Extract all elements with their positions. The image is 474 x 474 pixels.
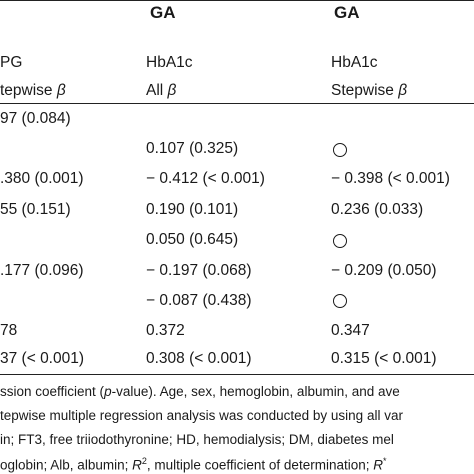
subheader-col0-line2: tepwise β — [0, 82, 66, 99]
row-9-col0: 37 (< 0.001) — [0, 350, 85, 367]
subheader-col1-line1: HbA1c — [146, 54, 193, 71]
footnote-line-1-b: -value). Age, sex, hemoglobin, albumin, … — [111, 384, 400, 399]
row-4-col0: 55 (0.151) — [0, 201, 71, 218]
footnote-line-1-p: p — [104, 384, 112, 399]
subheader-col0-line1: PG — [0, 54, 23, 71]
subheader-col2-line1: HbA1c — [331, 54, 378, 71]
row-4-col2: 0.236 (0.033) — [331, 201, 424, 218]
subheader-col2-line2: Stepwise β — [331, 82, 408, 99]
row-3-col0: .380 (0.001) — [0, 170, 84, 187]
row-8-col1: 0.372 — [146, 322, 185, 339]
subheader-rule — [0, 103, 474, 104]
footnote-line-4-sup: 2 — [141, 456, 147, 466]
row-3-col2: − 0.398 (< 0.001) — [331, 170, 450, 187]
row-3-col1: − 0.412 (< 0.001) — [146, 170, 265, 187]
footnote-line-4-b: , multiple coefficient of determination; — [146, 457, 374, 473]
footnote-line-4-r: R — [132, 457, 142, 473]
row-7-col1: − 0.087 (0.438) — [146, 292, 252, 309]
footnote-line-3: in; FT3, free triiodothyronine; HD, hemo… — [0, 432, 394, 447]
row-6-col1: − 0.197 (0.068) — [146, 262, 252, 279]
column-header-ga-hba1c-all: GA — [150, 3, 176, 22]
row-9-col1: 0.308 (< 0.001) — [146, 350, 252, 367]
table-bottom-rule — [0, 374, 474, 375]
footnote-line-4-sup2: * — [382, 456, 387, 466]
footnote-line-2: tepwise multiple regression analysis was… — [0, 408, 403, 423]
footnote-line-1: ssion coefficient (p-value). Age, sex, h… — [0, 384, 400, 399]
column-header-ga-hba1c-stepwise: GA — [334, 3, 360, 22]
row-1-col0: 97 (0.084) — [0, 110, 71, 127]
row-8-col2: 0.347 — [331, 322, 370, 339]
footnote-line-1-a: ssion coefficient ( — [0, 384, 105, 399]
subheader-col1-line2: All β — [146, 82, 177, 99]
row-4-col1: 0.190 (0.101) — [146, 201, 239, 218]
not-selected-circle-icon — [333, 294, 347, 308]
row-9-col2: 0.315 (< 0.001) — [331, 350, 437, 367]
row-6-col0: .177 (0.096) — [0, 262, 84, 279]
row-2-col1: 0.107 (0.325) — [146, 140, 239, 157]
footnote-line-4-r2: R — [373, 457, 383, 473]
not-selected-circle-icon — [333, 143, 347, 157]
row-6-col2: − 0.209 (0.050) — [331, 262, 437, 279]
footnote-line-4: oglobin; Alb, albumin; R2, multiple coef… — [0, 456, 387, 473]
table-top-rule — [0, 0, 474, 1]
row-5-col1: 0.050 (0.645) — [146, 231, 239, 248]
row-8-col0: 78 — [0, 322, 18, 339]
not-selected-circle-icon — [333, 234, 347, 248]
footnote-line-4-a: oglobin; Alb, albumin; — [0, 457, 133, 473]
